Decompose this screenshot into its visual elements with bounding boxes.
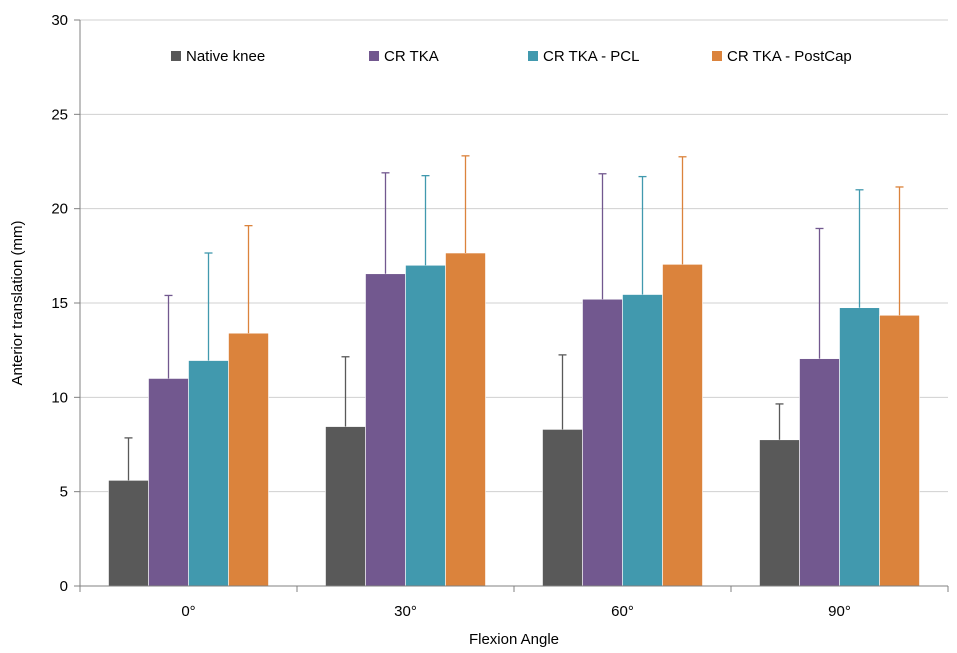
legend-swatch [171,51,181,61]
y-tick-label: 5 [60,484,68,501]
x-tick-label: 30° [394,603,417,620]
bar [325,426,366,587]
y-tick-label: 25 [51,106,68,123]
bar [445,252,486,587]
legend-label: CR TKA [384,48,439,65]
bar [228,332,269,587]
bar [365,273,406,587]
y-tick-label: 20 [51,201,68,218]
x-tick-label: 90° [828,603,851,620]
y-axis-title: Anterior translation (mm) [9,220,26,385]
error-bars [124,155,904,481]
legend-label: CR TKA - PostCap [727,48,852,65]
bar [188,360,229,587]
x-tick-labels: 0° 30° 60° 90° [181,603,851,620]
y-tick-label: 30 [51,12,68,29]
bar [542,429,583,587]
legend-item: CR TKA [369,48,439,65]
x-tick-label: 60° [611,603,634,620]
y-tick-label: 0 [60,578,68,595]
legend-swatch [712,51,722,61]
legend-swatch [369,51,379,61]
bar [148,378,189,587]
bar [108,480,149,587]
x-axis-title: Flexion Angle [469,631,559,648]
legend-label: CR TKA - PCL [543,48,639,65]
legend-item: CR TKA - PCL [528,48,639,65]
bar [799,358,840,587]
bar [662,264,703,587]
x-tick-label: 0° [181,603,195,620]
bars [108,252,920,587]
bar [582,298,623,587]
legend: Native knee CR TKA CR TKA - PCL CR TKA - Po… [171,48,852,65]
legend-label: Native knee [186,48,265,65]
bar [405,264,446,587]
bar [839,307,880,587]
axes [74,19,949,592]
bar [879,314,920,587]
bar [622,294,663,587]
legend-item: CR TKA - PostCap [712,48,852,65]
legend-swatch [528,51,538,61]
y-tick-label: 15 [51,295,68,312]
bar [759,439,800,587]
y-tick-label: 10 [51,389,68,406]
y-tick-labels: 0 5 10 15 20 25 30 [51,12,68,595]
legend-item: Native knee [171,48,265,65]
